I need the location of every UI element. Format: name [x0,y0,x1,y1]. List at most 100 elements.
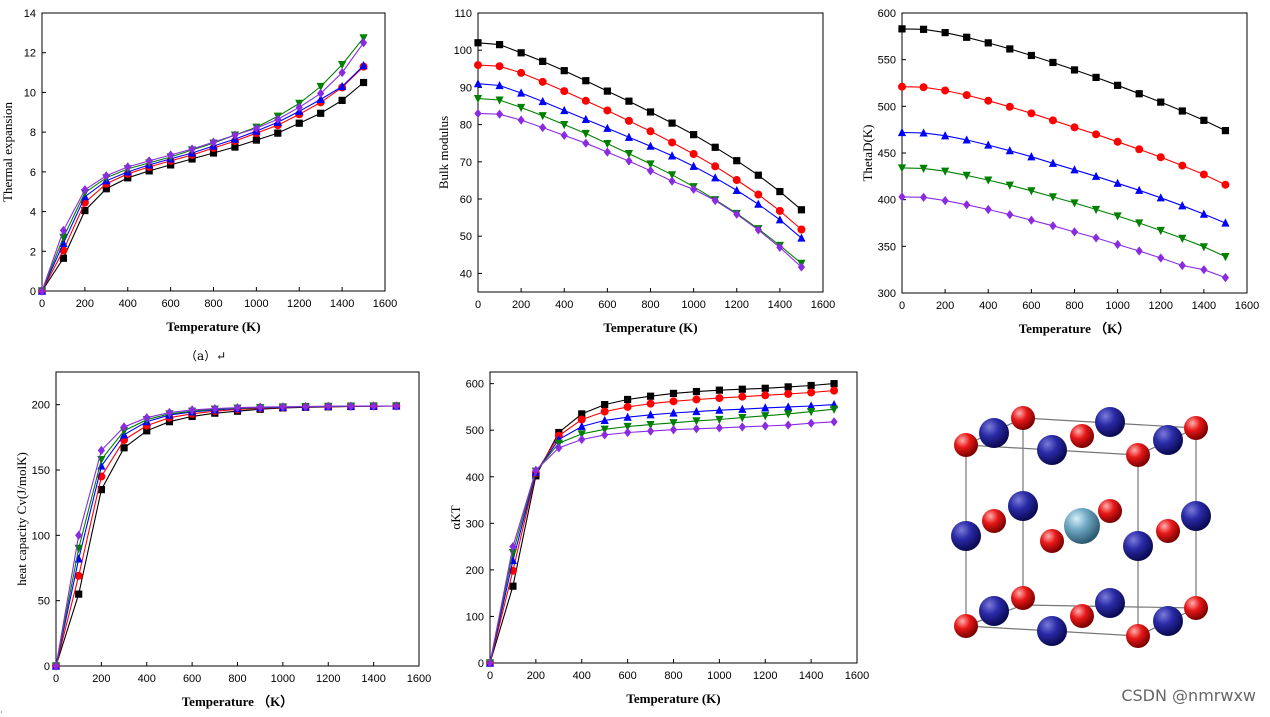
series-4 [474,108,806,272]
data-point [646,166,655,176]
data-point [738,392,747,401]
debye-temperature-chart: 0 200 400 600 800 1000 1200 1400 1600 300 350 400 45… [860,8,1259,336]
data-point [761,384,769,392]
x-tick-label: 400 [573,670,591,682]
data-point [625,97,633,105]
data-point [1027,51,1035,60]
data-point [538,96,547,106]
data-point [646,399,655,408]
x-tick-label: 1400 [799,670,823,682]
data-point [963,33,971,41]
y-tick-label: 100 [454,45,472,57]
data-point [941,167,950,176]
data-point [669,408,678,417]
data-point [495,96,504,105]
y-tick-label: 2 [30,246,36,258]
x-tick-label: 200 [936,300,954,312]
series-line [901,86,1226,186]
data-point [600,407,609,416]
data-point [1006,45,1014,53]
data-point [581,129,590,139]
y-tick-label: 600 [878,8,896,20]
data-point [1135,145,1144,154]
data-point [807,407,816,417]
data-point [738,422,746,432]
data-point [603,147,611,157]
data-point [941,29,949,37]
data-point [646,127,655,136]
series-4 [52,401,400,671]
watermark: CSDN @nmrwxw [1121,686,1256,705]
data-point [692,395,701,404]
series-4 [486,417,838,668]
data-point [784,402,793,411]
data-point [784,383,792,391]
data-point [59,254,68,262]
data-point [711,162,720,171]
data-point [1092,73,1100,81]
data-point [1048,158,1058,167]
data-point [601,400,609,409]
series-line [489,390,835,664]
data-point [1091,205,1101,215]
data-point [143,413,151,423]
data-point [1070,66,1079,74]
data-point [668,176,676,186]
x-tick-label: 1600 [373,298,397,310]
data-point [761,421,769,431]
y-tick-label: 0 [478,658,484,670]
x-tick-label: 1600 [1235,300,1259,312]
data-point [473,79,483,88]
data-point [897,164,907,173]
data-point [1221,273,1230,283]
data-point [692,424,701,434]
x-tick-label: 0 [53,673,59,685]
data-point [941,196,949,206]
y-tick-label: 400 [878,195,896,207]
data-point [776,242,784,252]
data-point [623,412,632,421]
series-3 [51,402,401,671]
data-point [538,77,547,86]
series-line [489,421,835,664]
data-point [495,41,504,49]
series-1 [38,62,368,295]
x-axis-title: Temperature (K) [166,319,260,334]
data-point [517,88,526,97]
data-point [231,130,239,140]
x-tick-label: 200 [512,299,530,311]
x-tick-label: 400 [119,298,137,310]
series-line [901,167,1226,258]
data-point [646,141,655,150]
data-point [359,78,368,87]
data-point [1135,90,1143,98]
x-tick-label: 400 [979,300,997,312]
data-point [623,402,632,411]
series-line [41,42,365,292]
data-point [143,427,151,435]
x-axis-title: Temperature (K) [626,691,720,706]
series-0 [474,39,806,214]
data-point [486,658,494,668]
y-tick-label: 4 [30,207,36,219]
data-point [538,112,547,121]
series-3 [897,164,1230,262]
y-tick-label: 60 [460,194,472,206]
y-tick-label: 100 [466,611,484,623]
y-tick-label: 50 [460,231,472,243]
data-point [1199,170,1208,179]
x-tick-label: 600 [183,673,201,685]
data-point [338,67,346,78]
data-point [807,381,815,390]
x-tick-label: 1400 [330,298,354,310]
data-point [761,391,770,400]
data-point [784,389,793,398]
data-point [646,421,655,430]
data-point [1221,127,1230,135]
x-tick-label: 800 [1065,300,1083,312]
data-point [145,156,153,166]
data-point [711,143,719,151]
data-point [1156,153,1165,162]
data-point [1178,107,1186,115]
series-1 [898,82,1230,189]
